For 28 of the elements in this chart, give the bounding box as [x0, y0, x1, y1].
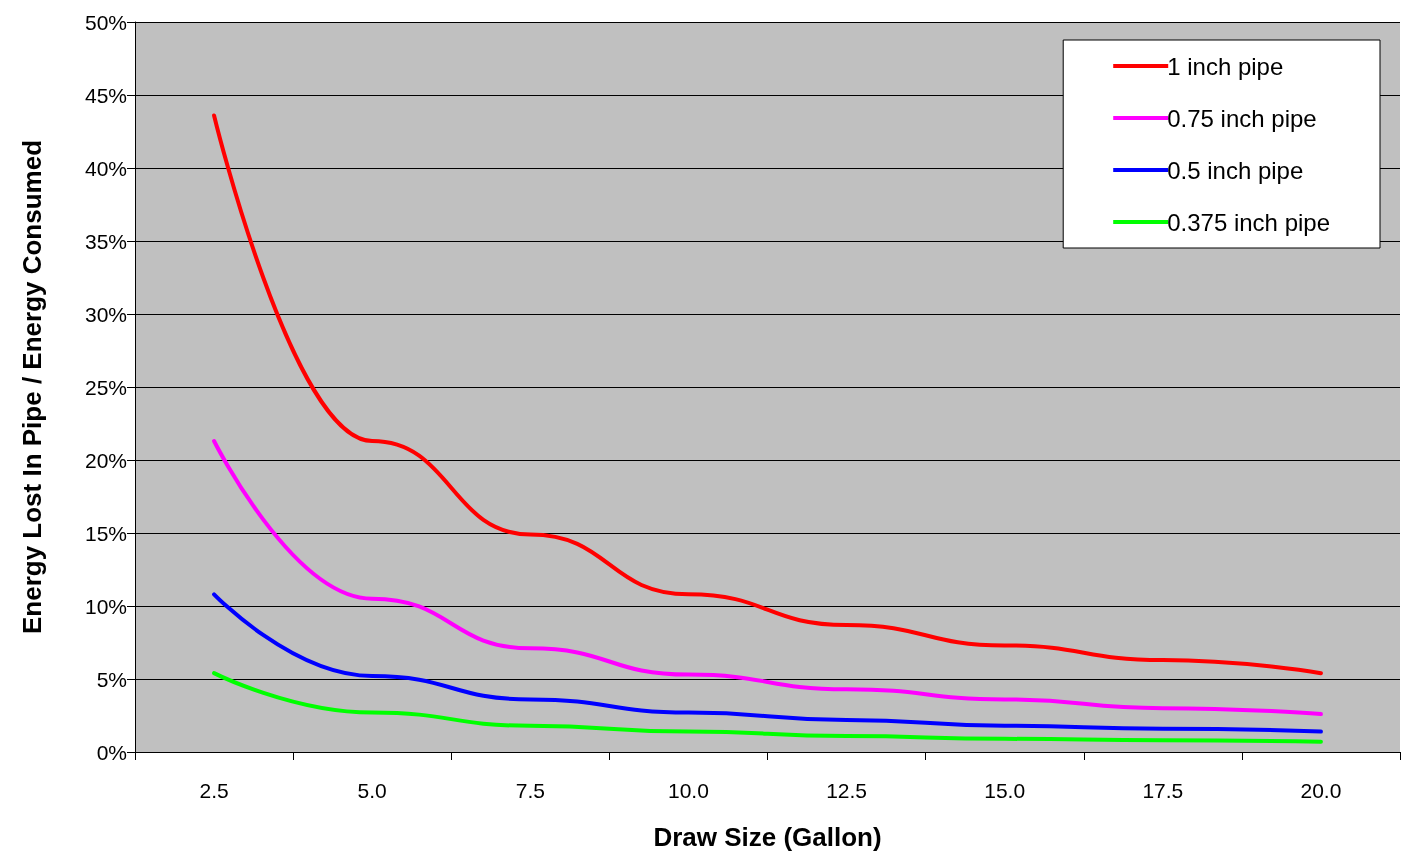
y-tick-label: 15%	[84, 521, 127, 545]
y-tick-label: 20%	[84, 448, 127, 472]
legend-label: 0.75 inch pipe	[1167, 104, 1317, 132]
x-tick-label: 10.0	[668, 779, 709, 802]
y-tick-label: 30%	[84, 302, 127, 326]
line-series	[212, 439, 1323, 717]
y-tick-label: 40%	[84, 156, 127, 180]
x-tick-label: 12.5	[826, 779, 867, 802]
legend-label: 0.5 inch pipe	[1167, 156, 1304, 184]
x-tick-label: 2.5	[199, 779, 229, 802]
y-tick-label: 50%	[84, 10, 127, 34]
x-tick-label: 7.5	[515, 779, 545, 802]
x-axis-title: Draw Size (Gallon)	[653, 822, 882, 852]
y-tick-label: 0%	[96, 740, 127, 764]
y-axis-title: Energy Lost In Pipe / Energy Consumed	[17, 139, 47, 635]
line-series	[212, 671, 1323, 744]
x-tick-label: 17.5	[1142, 779, 1184, 802]
y-tick-label: 35%	[84, 229, 127, 253]
legend-label: 1 inch pipe	[1167, 52, 1284, 80]
x-tick-label: 5.0	[357, 779, 387, 802]
x-tick-label: 20.0	[1300, 779, 1342, 802]
y-tick-label: 45%	[84, 83, 127, 107]
x-tick-label: 15.0	[984, 779, 1026, 802]
line-series	[212, 592, 1323, 734]
y-tick-label: 5%	[96, 667, 127, 691]
y-tick-label: 10%	[84, 594, 127, 618]
y-tick-label: 25%	[84, 375, 127, 399]
legend-label: 0.375 inch pipe	[1167, 208, 1330, 236]
